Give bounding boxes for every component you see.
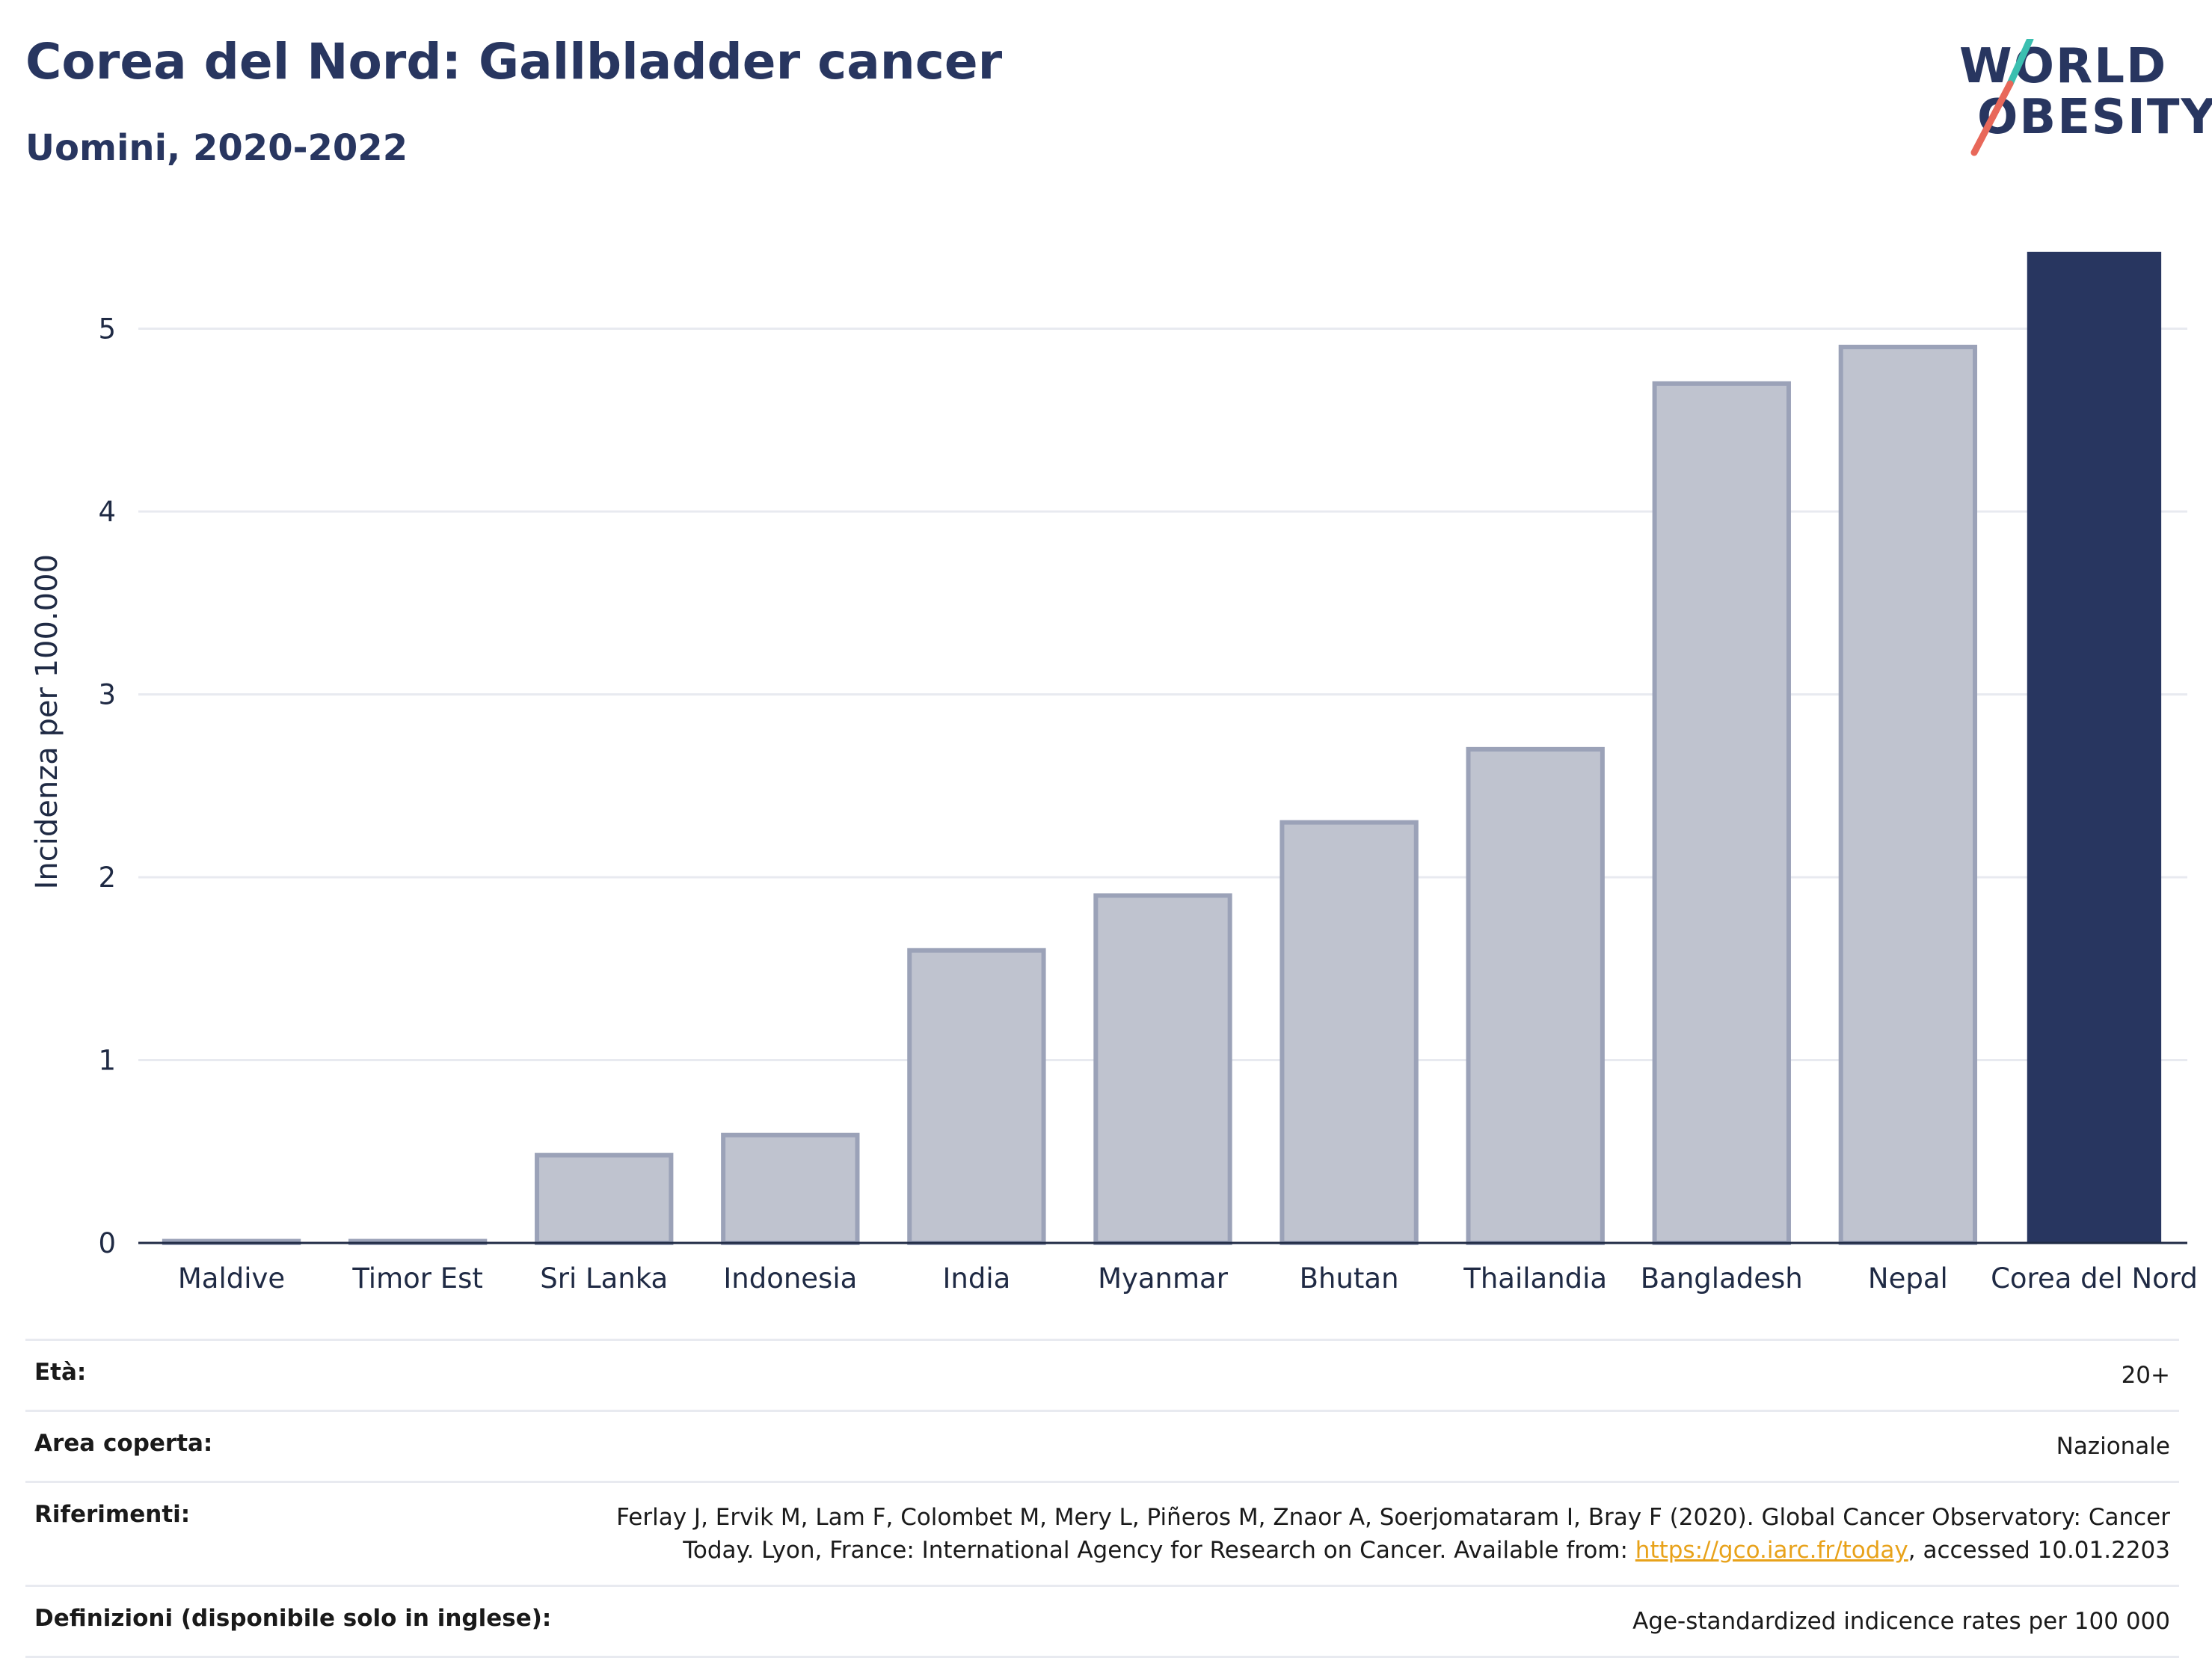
info-table: Età: 20+ Area coperta: Nazionale Riferim… (25, 1339, 2179, 1658)
bar (1093, 893, 1232, 1245)
x-tick-label: Corea del Nord (1991, 1262, 2198, 1295)
x-tick-label: Myanmar (1098, 1262, 1229, 1295)
x-tick-label: Maldive (178, 1262, 285, 1295)
reference-link[interactable]: https://gco.iarc.fr/today (1635, 1537, 1908, 1564)
info-row-references: Riferimenti: Ferlay J, Ervik M, Lam F, C… (25, 1481, 2179, 1585)
bar (2027, 251, 2162, 1243)
y-tick-label: 2 (98, 862, 116, 894)
axes: 0 1 2 3 4 5 Maldive Timor Est Sri Lanka Indonesia… (98, 313, 2197, 1295)
y-tick-label: 1 (98, 1045, 116, 1077)
x-tick-label: Timor Est (351, 1262, 483, 1295)
logo-slash-icon (1970, 39, 2034, 156)
y-tick-label: 5 (98, 313, 116, 346)
x-tick-label: India (943, 1262, 1011, 1295)
y-tick-label: 4 (98, 496, 116, 528)
bar (535, 1152, 674, 1246)
bar (1652, 381, 1791, 1245)
info-value: Nazionale (2056, 1433, 2170, 1460)
info-row-age: Età: 20+ (25, 1339, 2179, 1410)
y-tick-label: 3 (98, 679, 116, 711)
bar (1279, 820, 1419, 1245)
x-tick-label: Indonesia (723, 1262, 857, 1295)
info-label: Età: (34, 1359, 87, 1386)
x-tick-label: Thailandia (1463, 1262, 1607, 1295)
logo-line2: OBESITY (1977, 90, 2212, 145)
y-tick-label: 0 (98, 1227, 116, 1259)
x-tick-label: Sri Lanka (540, 1262, 668, 1295)
bar (1838, 344, 1978, 1246)
info-value: 20+ (2121, 1362, 2170, 1389)
bar (1466, 746, 1605, 1245)
reference-text: Ferlay J, Ervik M, Lam F, Colombet M, Me… (616, 1504, 2170, 1564)
info-value: Age-standardized indicence rates per 100… (1632, 1608, 2170, 1635)
info-label: Riferimenti: (34, 1501, 191, 1528)
bar-chart: 0 1 2 3 4 5 Maldive Timor Est Sri Lanka Indonesia… (30, 251, 2198, 1295)
info-label: Area coperta: (34, 1430, 213, 1457)
info-row-area: Area coperta: Nazionale (25, 1410, 2179, 1481)
x-tick-label: Nepal (1868, 1262, 1948, 1295)
reference-text-end: , accessed 10.01.2203 (1908, 1537, 2170, 1564)
chart-title: Corea del Nord: Gallbladder cancer (25, 33, 1003, 90)
chart-subtitle: Uomini, 2020-2022 (25, 127, 408, 169)
bar (721, 1132, 860, 1245)
world-obesity-logo: WORLD OBESITY (1944, 39, 2212, 166)
x-tick-label: Bhutan (1300, 1262, 1399, 1295)
bar (907, 948, 1046, 1246)
bars (162, 251, 2162, 1246)
info-row-definitions: Definizioni (disponibile solo in inglese… (25, 1585, 2179, 1658)
x-tick-label: Bangladesh (1641, 1262, 1803, 1295)
y-axis-title: Incidenza per 100.000 (30, 554, 64, 889)
info-value-references: Ferlay J, Ervik M, Lam F, Colombet M, Me… (540, 1501, 2170, 1567)
logo-line1: WORLD (1959, 39, 2168, 94)
info-label: Definizioni (disponibile solo in inglese… (34, 1605, 552, 1632)
